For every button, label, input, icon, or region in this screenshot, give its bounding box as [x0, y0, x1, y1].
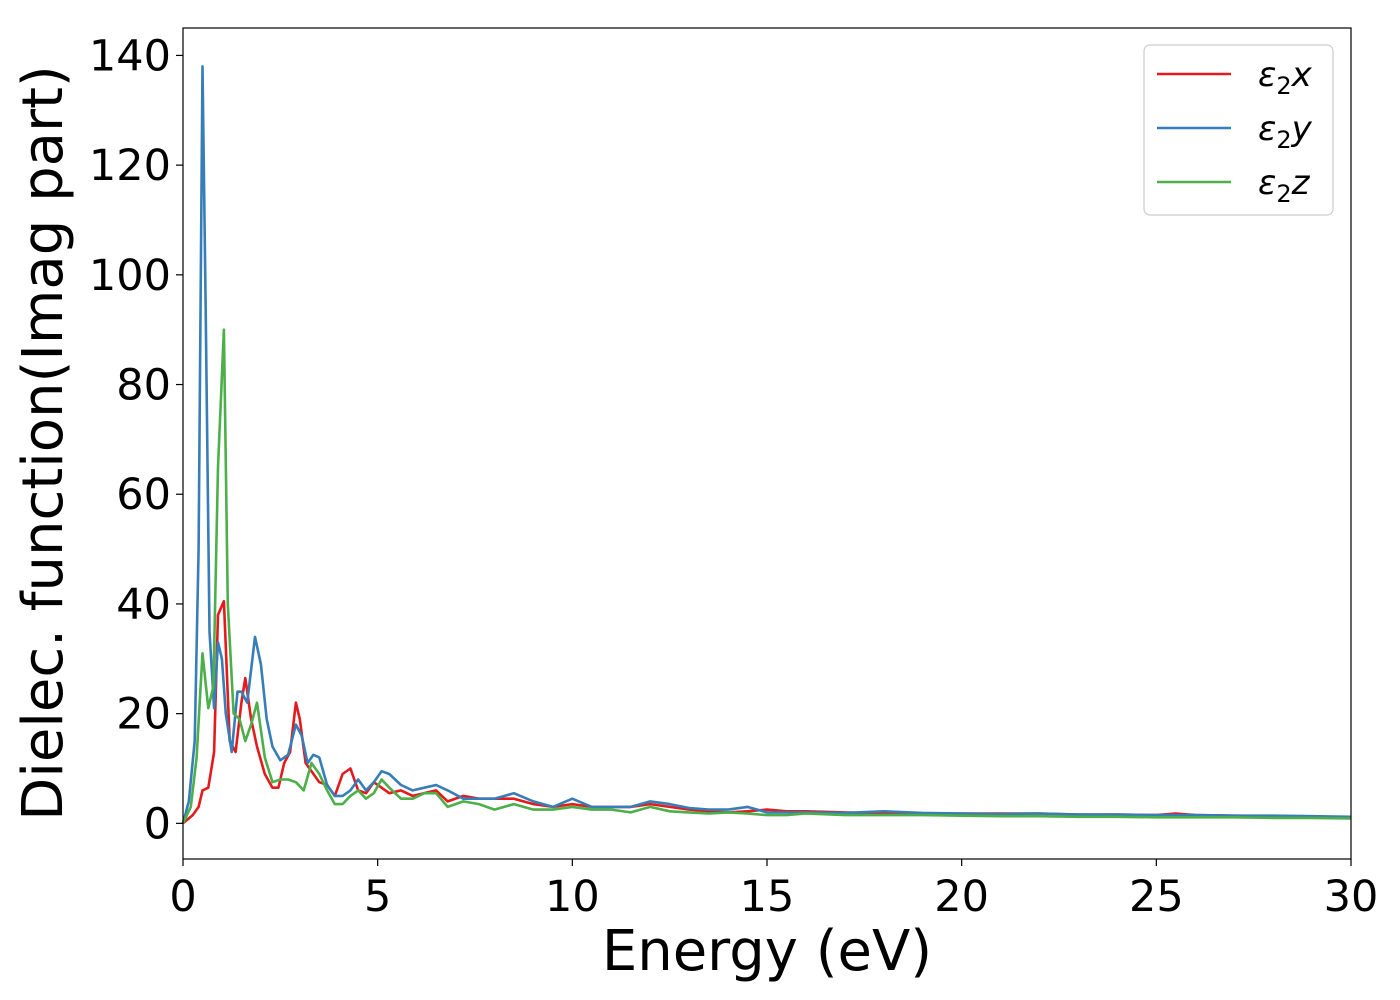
series-layer [181, 65, 1352, 825]
legend-label-sub: 2 [1276, 126, 1291, 154]
legend-box [1143, 44, 1334, 216]
x-tick-label: 30 [1324, 872, 1379, 922]
legend-label-main: ε [1258, 55, 1276, 95]
x-tick-label: 10 [545, 872, 600, 922]
x-tick-label: 15 [740, 872, 795, 922]
x-axis-ticks: 0 5 10 15 20 25 30 [169, 859, 1378, 922]
legend-label-y: ε2y [1258, 109, 1313, 154]
legend-label-x: ε2x [1258, 55, 1313, 100]
legend-label-suffix: y [1291, 109, 1313, 149]
y-tick-label: 140 [89, 31, 171, 81]
y-axis-title: Dielec. function(Imag part) [11, 65, 76, 821]
y-tick-label: 100 [89, 251, 171, 301]
legend-label-z: ε2z [1258, 163, 1311, 208]
x-tick-label: 25 [1129, 872, 1184, 922]
legend-label-main: ε [1258, 109, 1276, 149]
y-tick-label: 60 [116, 470, 171, 520]
x-tick-label: 5 [364, 872, 391, 922]
y-tick-label: 120 [89, 141, 171, 191]
y-axis-ticks: 0 20 40 60 80 100 120 140 [89, 31, 183, 849]
legend-label-sub: 2 [1276, 72, 1291, 100]
y-tick-label: 20 [116, 690, 171, 740]
y-tick-label: 0 [144, 799, 171, 849]
y-tick-label: 40 [116, 580, 171, 630]
series-line-y [181, 65, 1352, 824]
legend-label-main: ε [1258, 163, 1276, 203]
y-tick-label: 80 [116, 361, 171, 411]
x-tick-label: 0 [169, 872, 196, 922]
legend-label-suffix: x [1291, 55, 1313, 95]
series-line-z [181, 328, 1352, 824]
legend-label-suffix: z [1291, 163, 1311, 203]
x-tick-label: 20 [934, 872, 989, 922]
x-axis-title: Energy (eV) [602, 919, 932, 984]
legend-label-sub: 2 [1276, 180, 1291, 208]
